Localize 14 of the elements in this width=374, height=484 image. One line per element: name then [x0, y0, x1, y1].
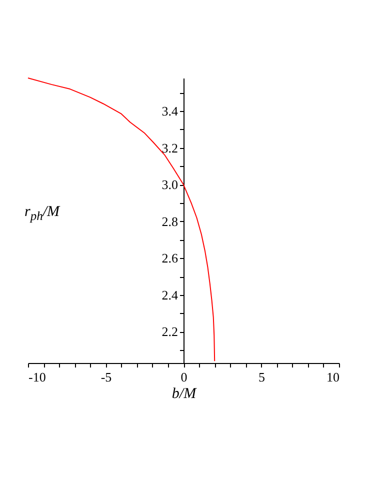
y-tick-label: 3.4 [162, 104, 178, 119]
x-axis-title: b/M [172, 386, 196, 402]
x-tick-label: 0 [180, 370, 188, 384]
x-tick-label: -5 [100, 370, 112, 384]
y-axis-title: r$_{ph}$/M [24, 204, 60, 224]
y-tick-label: 3.2 [162, 140, 178, 156]
y-tick-label: 2.6 [162, 250, 178, 266]
y-tick-label: 2.4 [162, 287, 178, 302]
x-tick-label: -10 [28, 370, 46, 384]
y-tick-label: 2.8 [162, 214, 178, 229]
x-tick-label: 5 [258, 370, 265, 384]
x-tick-label: 10 [326, 370, 340, 384]
y-tick-label: 2.2 [162, 324, 178, 340]
y-tick-label: 3.0 [162, 177, 178, 192]
